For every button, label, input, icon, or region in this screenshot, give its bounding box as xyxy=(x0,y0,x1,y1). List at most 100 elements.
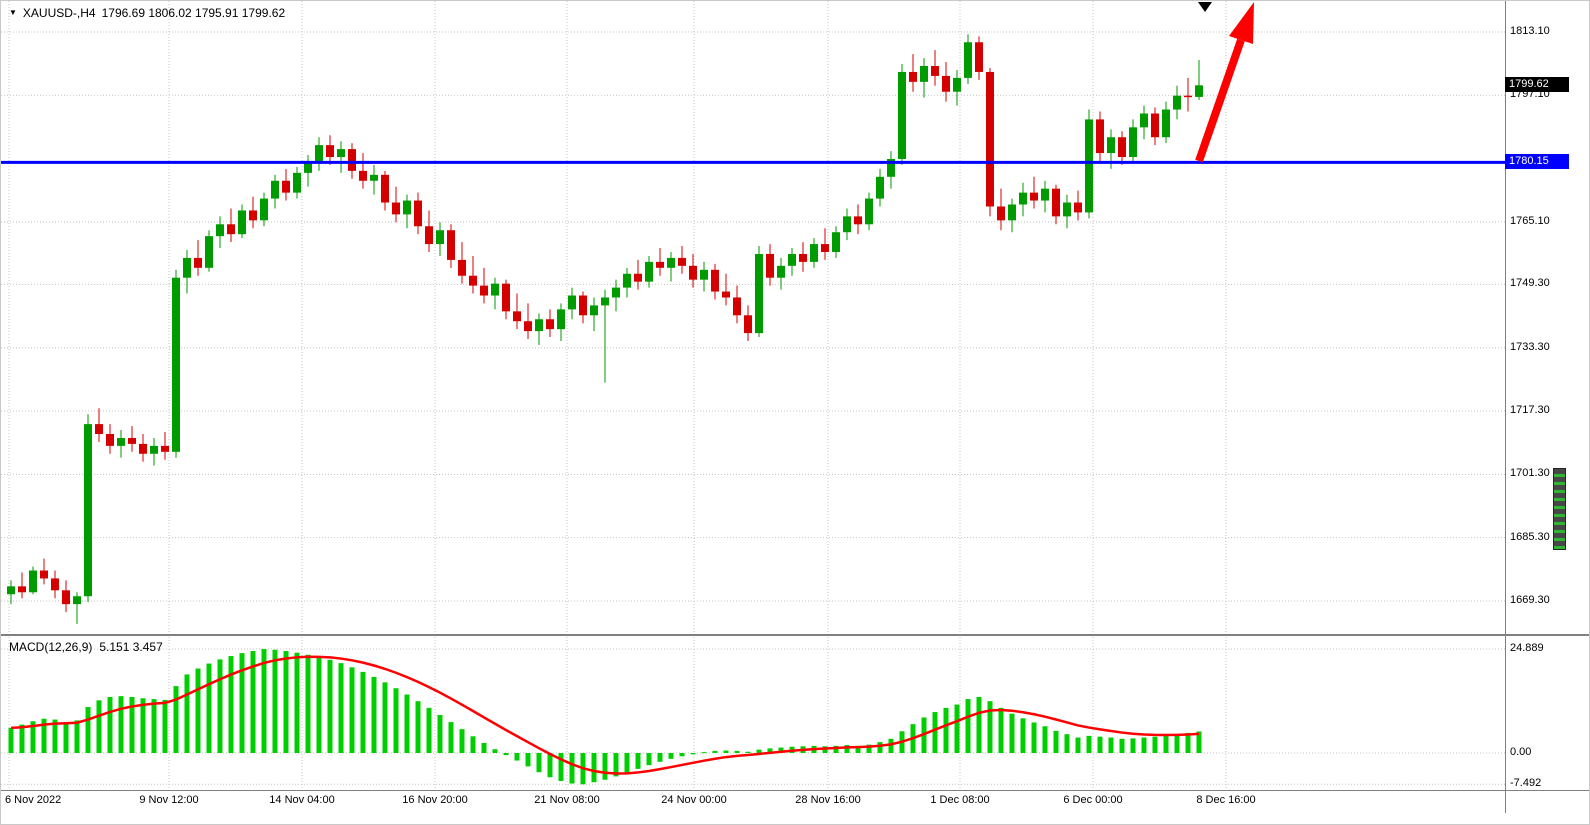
candle-body xyxy=(568,295,576,310)
macd-histogram-bar xyxy=(943,707,949,753)
date-axis-label: 1 Dec 08:00 xyxy=(930,794,990,806)
candle-body xyxy=(106,434,114,446)
candle-body xyxy=(700,269,708,280)
candle-body xyxy=(414,200,422,227)
candle-body xyxy=(425,226,433,245)
price-axis-label: 1717.30 xyxy=(1510,404,1550,417)
candle-body xyxy=(667,257,675,268)
macd-histogram-bar xyxy=(129,697,135,753)
macd-histogram-bar xyxy=(118,696,124,753)
scrollbar-thumb[interactable] xyxy=(1553,468,1566,550)
ohlc-values: 1796.69 1806.02 1795.91 1799.62 xyxy=(101,6,286,20)
symbol-timeframe: XAUUSD-,H4 xyxy=(22,6,96,20)
candle-body xyxy=(975,42,983,72)
candle-body xyxy=(117,437,125,446)
macd-histogram-bar xyxy=(745,751,751,753)
candle-body xyxy=(205,236,213,268)
price-axis-label: 1765.10 xyxy=(1510,214,1550,227)
macd-histogram-bar xyxy=(470,736,476,753)
candle-body xyxy=(40,570,48,579)
candle-body xyxy=(634,273,642,282)
candle-body xyxy=(799,253,807,262)
macd-histogram-bar xyxy=(1086,735,1092,753)
candle-body xyxy=(865,198,873,225)
macd-histogram-bar xyxy=(767,748,773,753)
macd-histogram-bar xyxy=(305,654,311,753)
candle-body xyxy=(29,570,37,593)
macd-histogram-bar xyxy=(426,707,432,753)
candle-body xyxy=(491,283,499,296)
date-axis-label: 16 Nov 20:00 xyxy=(402,794,468,806)
arrow-anchor-icon[interactable] xyxy=(1198,2,1212,12)
candle-body xyxy=(260,198,268,221)
macd-histogram-bar xyxy=(459,729,465,753)
candle-body xyxy=(73,596,81,605)
candle-body xyxy=(359,170,367,181)
macd-values: 5.151 3.457 xyxy=(99,640,163,654)
trend-arrow-shaft[interactable] xyxy=(1195,38,1245,163)
candle-body xyxy=(436,230,444,245)
candle-body xyxy=(1118,137,1126,158)
candle-body xyxy=(139,443,147,454)
candle-body xyxy=(810,244,818,262)
macd-histogram-bar xyxy=(316,656,322,753)
hline-price-tag: 1780.15 xyxy=(1505,154,1569,170)
date-axis-label: 8 Dec 16:00 xyxy=(1196,794,1256,806)
candle-body xyxy=(755,253,763,334)
macd-histogram-bar xyxy=(932,712,938,753)
candle-body xyxy=(447,230,455,260)
candle-body xyxy=(535,319,543,332)
macd-histogram-bar xyxy=(327,659,333,753)
candle-body xyxy=(84,424,92,597)
macd-histogram-bar xyxy=(228,656,234,753)
macd-histogram-bar xyxy=(690,753,696,755)
macd-histogram-bar xyxy=(492,749,498,753)
macd-histogram-bar xyxy=(272,649,278,753)
candle-body xyxy=(524,321,532,332)
macd-axis-label: 24.889 xyxy=(1510,641,1544,654)
macd-histogram-bar xyxy=(701,752,707,754)
macd-histogram-bar xyxy=(1053,730,1059,753)
candle-body xyxy=(51,578,59,591)
macd-histogram-bar xyxy=(140,698,146,753)
macd-histogram-bar xyxy=(866,744,872,753)
candle-body xyxy=(1008,204,1016,221)
chart-title: ▼ XAUUSD-,H4 1796.69 1806.02 1795.91 179… xyxy=(9,6,285,20)
candle-body xyxy=(689,265,697,280)
macd-histogram-bar xyxy=(195,668,201,753)
date-axis-label: 9 Nov 12:00 xyxy=(139,794,199,806)
price-axis-label: 1701.30 xyxy=(1510,467,1550,480)
macd-histogram-bar xyxy=(1108,737,1114,753)
trend-arrow-head[interactable] xyxy=(1229,2,1254,44)
price-axis-label: 1813.10 xyxy=(1510,24,1550,37)
macd-histogram-bar xyxy=(778,747,784,753)
candle-body xyxy=(403,200,411,215)
price-axis-label: 1669.30 xyxy=(1510,593,1550,606)
macd-histogram-bar xyxy=(1009,713,1015,753)
candle-body xyxy=(953,77,961,92)
macd-histogram-bar xyxy=(668,753,674,759)
macd-histogram-bar xyxy=(338,663,344,753)
macd-signal-line xyxy=(10,655,1200,775)
price-axis-label: 1749.30 xyxy=(1510,277,1550,290)
macd-histogram-bar xyxy=(833,745,839,753)
candle-body xyxy=(678,257,686,266)
candle-body xyxy=(337,149,345,158)
candle-body xyxy=(1041,188,1049,201)
candle-body xyxy=(1140,113,1148,128)
price-axis-label: 1733.30 xyxy=(1510,340,1550,353)
candle-body xyxy=(282,180,290,193)
candle-body xyxy=(392,202,400,215)
candle-body xyxy=(777,265,785,278)
candle-body xyxy=(381,174,389,203)
candle-body xyxy=(854,216,862,225)
candle-body xyxy=(238,210,246,235)
macd-histogram-bar xyxy=(613,753,619,777)
candle-body xyxy=(1162,109,1170,138)
macd-histogram-bar xyxy=(1152,736,1158,753)
candle-body xyxy=(480,285,488,296)
macd-histogram-bar xyxy=(1141,737,1147,753)
candle-body xyxy=(1074,202,1082,213)
candle-body xyxy=(711,269,719,292)
